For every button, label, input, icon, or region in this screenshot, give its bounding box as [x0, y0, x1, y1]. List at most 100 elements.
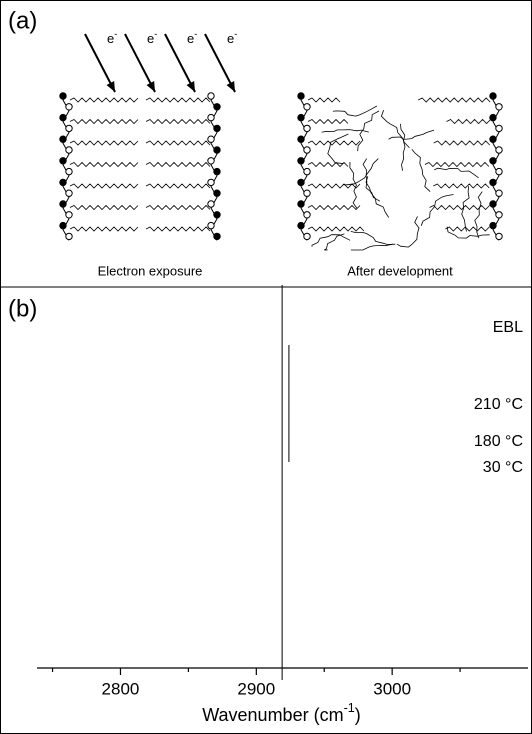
chain	[146, 206, 210, 210]
bead	[490, 158, 496, 164]
bead	[490, 201, 496, 207]
caption: Electron exposure	[98, 263, 203, 278]
chain	[70, 141, 138, 145]
bead	[304, 147, 310, 153]
caption: After development	[347, 263, 453, 278]
series-label: 180 °C	[474, 433, 523, 450]
x-axis-title: Wavenumber (cm-1)	[202, 701, 361, 725]
chain	[445, 227, 489, 231]
x-tick-label: 2800	[102, 679, 140, 698]
bead	[496, 233, 502, 239]
bead	[214, 168, 220, 174]
chain	[412, 149, 430, 191]
bead	[66, 104, 72, 110]
bead	[298, 158, 304, 164]
bead	[66, 212, 72, 218]
chain	[308, 206, 360, 210]
chain	[475, 192, 482, 239]
bead	[214, 190, 220, 196]
chain	[333, 106, 377, 116]
bead	[298, 114, 304, 120]
x-tick-label: 2900	[237, 679, 275, 698]
bead	[66, 125, 72, 131]
chain	[328, 134, 349, 164]
bead	[304, 212, 310, 218]
figure: (a) Electron exposure After development …	[0, 0, 532, 734]
chain	[389, 130, 435, 139]
diagram: e-e-e-e-	[60, 29, 502, 250]
bead	[60, 136, 66, 142]
superscript: -1	[344, 701, 355, 715]
chain	[343, 159, 379, 185]
chain	[70, 227, 138, 231]
bead	[304, 168, 310, 174]
bead	[208, 158, 214, 164]
chain	[363, 159, 380, 202]
chain	[421, 195, 453, 226]
chain	[447, 120, 491, 124]
bead	[496, 147, 502, 153]
chain	[418, 98, 490, 102]
chain	[430, 206, 490, 210]
bead	[496, 125, 502, 131]
panel-label: (b)	[8, 295, 37, 322]
series-label: 30 °C	[483, 459, 523, 476]
chain	[308, 184, 360, 188]
bead	[496, 104, 502, 110]
figure-border	[1, 1, 532, 734]
text-base: e	[107, 31, 114, 46]
page: (a) Electron exposure After development …	[0, 0, 532, 734]
chain	[308, 98, 340, 102]
bead	[66, 190, 72, 196]
bead	[304, 233, 310, 239]
chain	[70, 184, 138, 188]
bead	[60, 222, 66, 228]
chain	[308, 227, 364, 231]
bead	[60, 114, 66, 120]
chain	[146, 163, 210, 167]
bead	[214, 233, 220, 239]
chain	[351, 231, 395, 244]
bead	[496, 190, 502, 196]
chain	[433, 184, 489, 188]
chain	[146, 98, 210, 102]
x-tick-label: 3000	[373, 679, 411, 698]
bead	[208, 222, 214, 228]
chain	[434, 168, 478, 178]
bead	[208, 136, 214, 142]
bead	[214, 125, 220, 131]
bead	[208, 114, 214, 120]
chain	[146, 184, 210, 188]
chain	[146, 141, 210, 145]
chain	[425, 163, 489, 167]
chain	[312, 235, 350, 247]
text-end: )	[355, 705, 361, 725]
chain	[308, 120, 348, 124]
chain	[146, 227, 210, 231]
chain	[70, 206, 138, 210]
bead	[208, 201, 214, 207]
bead	[490, 93, 496, 99]
bead	[208, 93, 214, 99]
bead	[214, 212, 220, 218]
bead	[496, 168, 502, 174]
bead	[490, 136, 496, 142]
chain	[462, 186, 469, 231]
bead	[298, 136, 304, 142]
panel-label: (a)	[8, 7, 37, 34]
bead	[66, 147, 72, 153]
text-base: e	[227, 31, 234, 46]
bead	[490, 179, 496, 185]
chain	[70, 163, 138, 167]
superscript: -	[194, 29, 197, 39]
bead	[60, 179, 66, 185]
bead	[298, 93, 304, 99]
bead	[298, 201, 304, 207]
series-label: EBL	[493, 319, 523, 336]
bead	[208, 179, 214, 185]
text-base: Wavenumber (cm	[202, 705, 343, 725]
bead	[60, 93, 66, 99]
chain	[146, 120, 210, 124]
bead	[304, 190, 310, 196]
